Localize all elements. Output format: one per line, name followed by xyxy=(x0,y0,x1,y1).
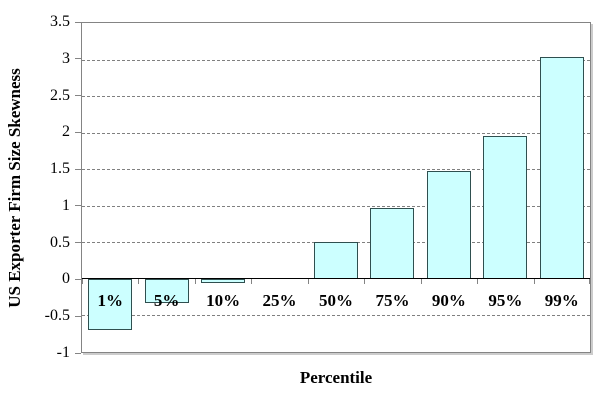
y-tick-label: -1 xyxy=(56,344,70,361)
x-tick-mark xyxy=(307,278,309,284)
x-tick-label: 25% xyxy=(262,290,297,310)
bar xyxy=(144,278,189,303)
x-tick-label: 75% xyxy=(375,290,410,310)
y-tick-mark xyxy=(75,242,81,244)
x-axis-title: Percentile xyxy=(299,368,373,387)
x-tick-mark xyxy=(420,278,422,284)
y-tick-mark xyxy=(75,168,81,170)
x-tick-label: 1% xyxy=(97,290,123,310)
y-tick-mark xyxy=(75,352,81,354)
y-tick-label: 2 xyxy=(62,123,70,141)
bar xyxy=(313,242,358,279)
y-tick-mark xyxy=(75,315,81,317)
x-tick-label: 90% xyxy=(431,290,466,310)
gridline xyxy=(82,169,590,171)
x-tick-mark xyxy=(364,278,366,284)
x-tick-mark xyxy=(477,278,479,284)
x-tick-mark xyxy=(82,278,83,284)
gridline xyxy=(82,59,590,61)
y-tick-mark xyxy=(75,278,81,280)
y-tick-mark xyxy=(75,95,81,97)
y-tick-mark xyxy=(75,205,81,207)
y-axis: 3.5 3 2.5 2 1.5 1 0.5 0 -0.5 -1 xyxy=(0,13,81,361)
x-tick-mark xyxy=(533,278,535,284)
y-tick-label: 0.5 xyxy=(50,233,70,251)
zero-axis-line xyxy=(82,278,590,280)
x-tick-label: 95% xyxy=(488,290,523,310)
y-tick-mark xyxy=(75,21,81,23)
bar xyxy=(426,170,471,279)
bar xyxy=(483,136,528,279)
gridline xyxy=(82,132,590,134)
gridline xyxy=(82,205,590,207)
y-tick-label: 3 xyxy=(62,49,70,67)
plot-area: 1% 5% 10% 25% 50% 75% 90% 95% 99% xyxy=(81,22,591,353)
y-tick-label: -0.5 xyxy=(44,307,70,325)
x-tick-mark xyxy=(138,278,140,284)
y-tick-label: 2.5 xyxy=(50,86,70,104)
y-tick-label: 1 xyxy=(62,196,70,214)
y-tick-mark xyxy=(75,58,81,60)
gridline xyxy=(82,96,590,98)
bar xyxy=(88,278,133,331)
bar xyxy=(370,207,415,279)
x-tick-label: 10% xyxy=(206,290,241,310)
x-tick-label: 99% xyxy=(544,290,579,310)
x-tick-mark xyxy=(194,278,196,284)
x-tick-label: 50% xyxy=(318,290,353,310)
y-tick-label: 3.5 xyxy=(50,13,70,30)
y-tick-label: 1.5 xyxy=(50,160,70,178)
y-tick-mark xyxy=(75,131,81,133)
gridline xyxy=(82,315,590,317)
y-tick-label: 0 xyxy=(62,270,70,288)
bar xyxy=(539,56,584,279)
x-tick-mark xyxy=(251,278,253,284)
x-tick-mark xyxy=(589,278,590,284)
x-tick-label: 5% xyxy=(153,290,180,310)
bar xyxy=(201,278,246,283)
